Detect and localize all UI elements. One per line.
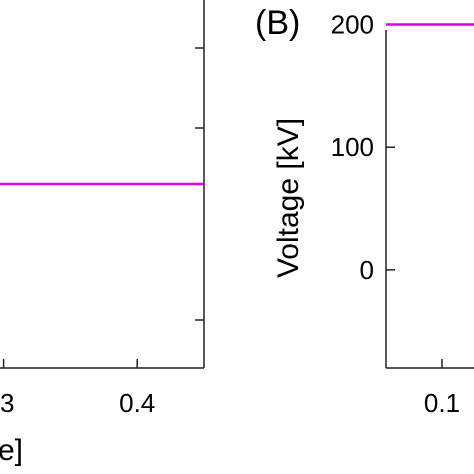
panel-b-tick-labels: 0.1 0 100 200 [331,10,460,418]
panel-b: (B) 0.1 0 100 200 Voltage [kV] [255,4,474,418]
y-tick-label: 200 [331,10,374,40]
x-tick-label: 0.1 [424,388,460,418]
x-tick-label: 0.4 [119,388,155,418]
x-tick-label: .3 [0,388,14,418]
panel-a: .3 0.4 e] [0,0,205,467]
panel-b-y-axis-title: Voltage [kV] [272,118,305,278]
panel-a-x-axis-title-fragment: e] [0,434,23,467]
panel-b-ticks [386,23,443,368]
panel-a-tick-labels: .3 0.4 [0,388,155,418]
y-tick-label: 100 [331,132,374,162]
panel-a-ticks [2,47,204,368]
y-tick-label: 0 [360,255,374,285]
panel-b-label: (B) [255,4,300,42]
